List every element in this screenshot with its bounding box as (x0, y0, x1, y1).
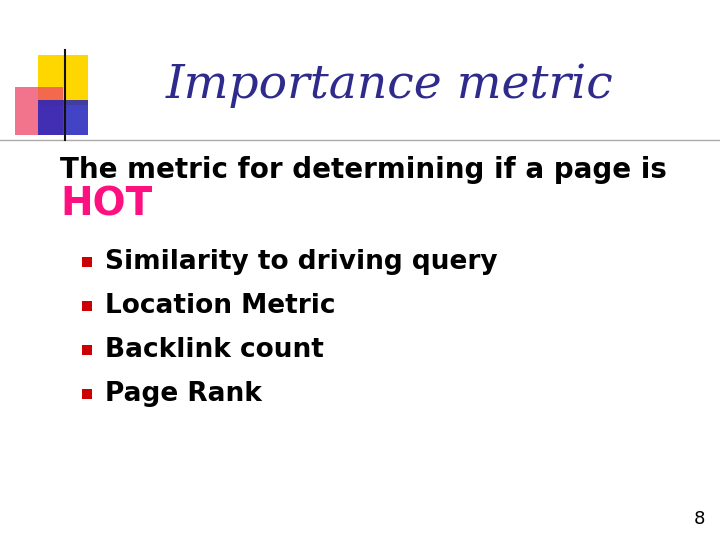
Text: Importance metric: Importance metric (166, 62, 614, 107)
Text: HOT: HOT (60, 186, 152, 224)
Text: Location Metric: Location Metric (105, 293, 336, 319)
Bar (38, 100, 88, 135)
Text: Backlink count: Backlink count (105, 337, 324, 363)
Text: Similarity to driving query: Similarity to driving query (105, 249, 498, 275)
Bar (82, 301, 92, 311)
Bar (82, 345, 92, 355)
Bar (82, 257, 92, 267)
Text: 8: 8 (693, 510, 705, 528)
Bar (15, 87, 63, 135)
Text: Page Rank: Page Rank (105, 381, 262, 407)
Bar (38, 55, 88, 105)
Bar (82, 389, 92, 399)
Text: The metric for determining if a page is: The metric for determining if a page is (60, 156, 667, 184)
